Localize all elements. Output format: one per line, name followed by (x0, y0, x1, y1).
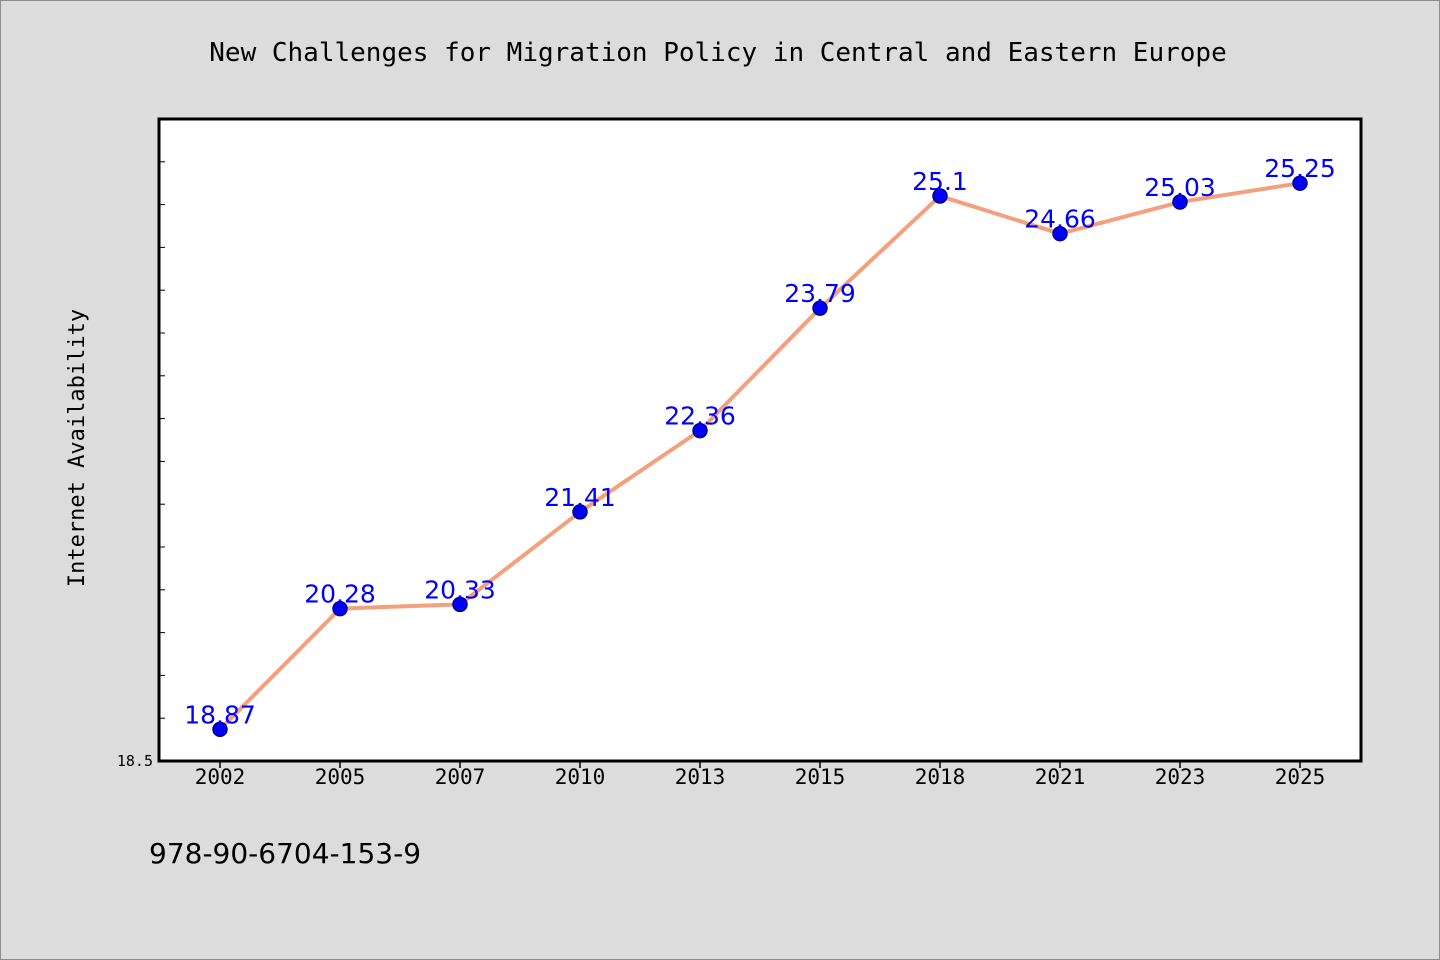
data-value-label: 25.03 (1144, 173, 1216, 202)
data-label-layer: 18.87 20.28 20.33 21.41 22.36 23.79 25.1 24.66 2… (184, 154, 1336, 729)
data-value-label: 21.41 (544, 483, 616, 512)
data-value-label: 20.28 (304, 580, 376, 609)
x-tick-label: 2013 (675, 765, 726, 789)
chart-title: New Challenges for Migration Policy in C… (209, 38, 1226, 68)
series-line (218, 181, 1302, 732)
data-point-marker (212, 721, 228, 738)
data-point-marker (932, 188, 948, 204)
x-tick-label: 2021 (1035, 765, 1086, 789)
x-tick-label: 2023 (1155, 765, 1206, 789)
x-tick-label: 2010 (555, 765, 606, 789)
data-point-marker (1292, 175, 1308, 191)
y-axis-label: Internet Availability (65, 309, 90, 587)
data-point-marker (332, 600, 348, 617)
x-tick-label: 2025 (1275, 765, 1326, 789)
data-value-label: 18.87 (184, 700, 256, 729)
data-value-label: 25.25 (1264, 154, 1336, 183)
x-tick-label: 2002 (195, 765, 246, 789)
data-point-marker (452, 596, 468, 613)
plot-area (157, 117, 1363, 763)
y-axis-ticks: 18.5 (117, 161, 165, 770)
data-value-label: 25.1 (912, 167, 968, 196)
isbn-text: 978-90-6704-153-9 (149, 837, 421, 870)
x-tick-label: 2007 (435, 765, 486, 789)
data-point-marker (1052, 225, 1068, 242)
data-value-label: 22.36 (664, 402, 736, 431)
x-tick-label: 2005 (315, 765, 366, 789)
x-tick-label: 2018 (915, 765, 966, 789)
data-value-label: 23.79 (784, 279, 856, 308)
marker-layer (212, 175, 1308, 738)
data-point-marker (572, 504, 588, 520)
data-point-marker (692, 422, 708, 439)
data-value-label: 24.66 (1024, 205, 1096, 234)
data-point-marker (1172, 194, 1188, 210)
y-tick-label: 18.5 (117, 752, 153, 770)
series-line-layer (218, 181, 1302, 732)
x-axis-ticks: 2002 2005 2007 2010 2013 2015 2018 2021 2023 2025 (195, 761, 1326, 789)
x-tick-label: 2015 (795, 765, 846, 789)
data-point-marker (812, 300, 828, 316)
data-value-label: 20.33 (424, 575, 496, 604)
